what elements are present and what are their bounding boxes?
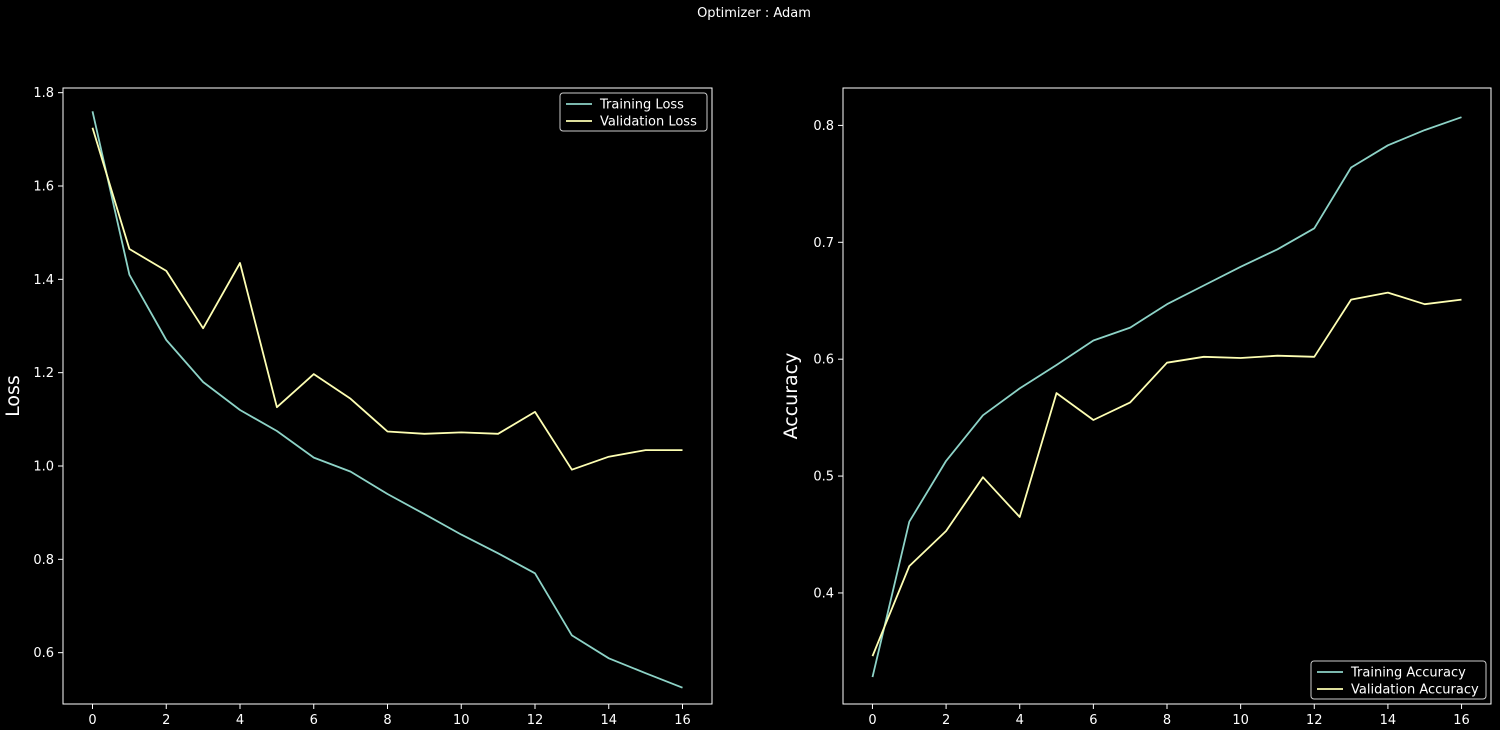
accuracy-y-tick-label: 0.4 [813,586,834,601]
accuracy-x-tick-label: 8 [1163,713,1171,728]
accuracy-legend: Training Accuracy Validation Accuracy [1310,660,1487,700]
loss-legend-box [559,92,708,132]
loss-x-tick-label: 10 [453,713,470,728]
loss-y-tick-label: 0.6 [33,646,54,661]
accuracy-series-training-accuracy-line [871,116,1462,678]
loss-legend: Training Loss Validation Loss [559,92,708,132]
loss-y-tick-label: 1.4 [33,273,54,288]
accuracy-y-axis-title: Accuracy [780,353,802,440]
loss-y-tick-label: 1.0 [33,460,54,475]
loss-y-tick-label: 1.2 [33,366,54,381]
accuracy-x-tick-label: 12 [1306,713,1323,728]
loss-y-axis-title: Loss [2,375,24,417]
loss-series-training-loss-line [91,111,683,689]
loss-series-validation-loss-line [91,127,683,471]
loss-y-tick-label: 1.8 [33,86,54,101]
loss-x-tick-label: 4 [236,713,244,728]
accuracy-y-tick-label: 0.7 [813,236,834,251]
accuracy-x-tick-label: 4 [1016,713,1024,728]
loss-axes-frame [62,87,713,705]
figure-title: Optimizer : Adam [697,6,811,21]
accuracy-x-tick-label: 2 [942,713,950,728]
accuracy-series-validation-accuracy-line [871,291,1462,657]
loss-chart: 0 2 4 6 8 10 12 14 16 0.6 0.8 1.0 1.2 1.4 1.6 1.8 Loss Tr… [2,86,713,728]
loss-x-tick-label: 16 [674,713,691,728]
accuracy-chart: 0 2 4 6 8 10 12 14 16 0.4 0.5 0.6 0.7 0.8 Accuracy Trai… [780,87,1492,728]
loss-x-tick-label: 0 [88,713,96,728]
loss-y-tick-label: 1.6 [33,180,54,195]
loss-x-tick-label: 12 [527,713,544,728]
accuracy-y-tick-label: 0.8 [813,119,834,134]
accuracy-legend-box [1310,660,1487,700]
accuracy-x-tick-label: 14 [1380,713,1397,728]
loss-legend-label: Training Loss [599,98,684,113]
accuracy-legend-label: Validation Accuracy [1351,683,1479,698]
loss-x-tick-label: 2 [162,713,170,728]
loss-x-tick-label: 6 [310,713,318,728]
accuracy-x-tick-label: 10 [1232,713,1249,728]
loss-legend-label: Validation Loss [600,115,697,130]
accuracy-y-tick-label: 0.5 [813,470,834,485]
loss-y-tick-label: 0.8 [33,553,54,568]
loss-x-tick-label: 8 [383,713,391,728]
accuracy-legend-label: Training Accuracy [1350,666,1466,681]
accuracy-axes-frame [842,87,1492,705]
accuracy-x-tick-label: 0 [868,713,876,728]
accuracy-x-tick-label: 16 [1453,713,1470,728]
accuracy-y-tick-label: 0.6 [813,353,834,368]
accuracy-x-tick-label: 6 [1089,713,1097,728]
loss-x-tick-label: 14 [600,713,617,728]
